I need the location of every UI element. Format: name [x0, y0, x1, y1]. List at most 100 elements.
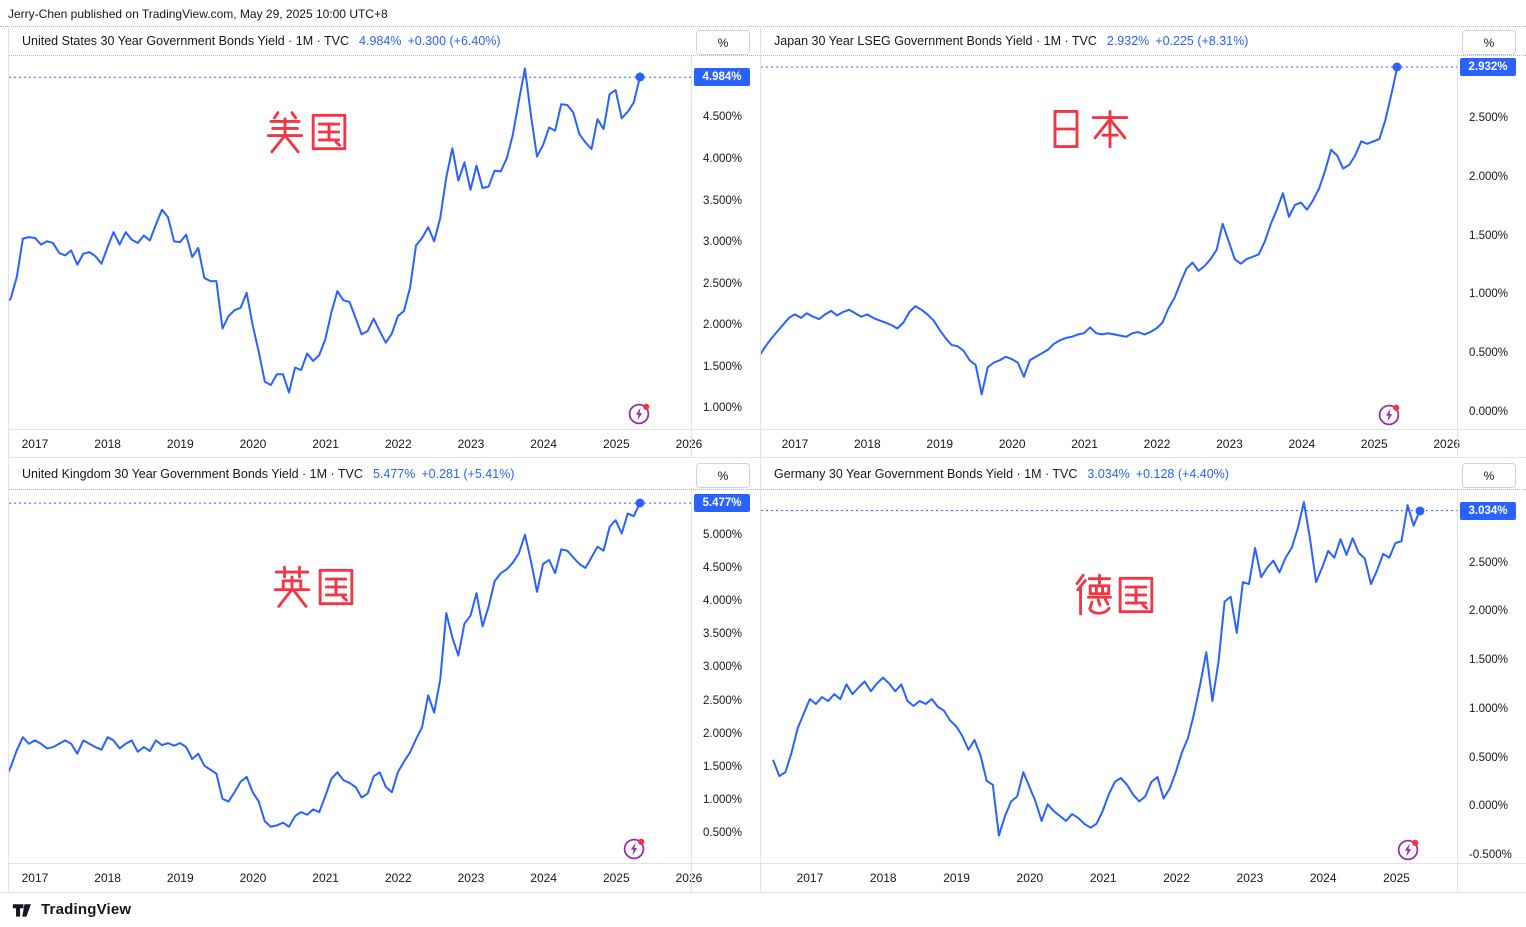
- plot-area[interactable]: 美国: [9, 56, 691, 429]
- x-axis-label: 2022: [1163, 871, 1190, 885]
- y-axis-label: 2.000%: [1469, 605, 1509, 618]
- y-axis-label: 1.000%: [703, 402, 743, 415]
- time-axis[interactable]: 2017 2018 2019 2020 2021 2022 2023 2024 2025 2026: [9, 863, 760, 892]
- price-scale[interactable]: 3.034% 2.500% 2.000% 1.500% 1.000% 0.500% 0.0…: [1457, 490, 1526, 863]
- notification-red-dot: [1412, 839, 1419, 846]
- y-axis-label: -0.500%: [1469, 849, 1512, 861]
- lightning-icon[interactable]: [627, 402, 651, 426]
- x-axis-label: 2021: [312, 437, 339, 451]
- y-axis-label: 1.500%: [1469, 654, 1509, 667]
- x-axis-label: 2023: [457, 437, 485, 451]
- y-axis-label: 4.500%: [703, 561, 743, 574]
- chart-body: 德国 3.034% 2.500% 2.000% 1.500% 1.000% 0.500%…: [761, 489, 1526, 863]
- price-badge: 2.932%: [1460, 58, 1516, 77]
- price-badge: 4.984%: [694, 68, 750, 87]
- x-axis-label: 2026: [1433, 437, 1461, 451]
- plot-area[interactable]: 英国: [9, 490, 691, 863]
- yield-line: [9, 68, 640, 392]
- chart-last-value: 2.932%: [1106, 34, 1150, 48]
- publish-line: Jerry-Chen published on TradingView.com,…: [8, 7, 388, 21]
- x-axis-label: 2023: [457, 871, 485, 885]
- time-axis[interactable]: 2017 2018 2019 2020 2021 2022 2023 2024 2025 2026: [761, 429, 1526, 457]
- chart-header: Germany 30 Year Government Bonds Yield ·…: [761, 458, 1526, 489]
- x-axis-label: 2024: [1309, 871, 1337, 885]
- country-overlay-label: 日本: [1044, 107, 1132, 151]
- y-axis-label: 1.500%: [1469, 229, 1509, 242]
- y-axis-label: 3.500%: [703, 194, 743, 207]
- time-axis-labels: 2017 2018 2019 2020 2021 2022 2023 2024 2025 2026: [9, 864, 703, 892]
- chart-change: +0.128 (+4.40%): [1135, 466, 1229, 481]
- brand-name[interactable]: TradingView: [41, 901, 132, 918]
- y-axis-label: 1.500%: [703, 760, 743, 773]
- lightning-icon[interactable]: [1396, 838, 1420, 862]
- y-axis-label: 4.000%: [703, 595, 743, 608]
- country-overlay-label: 英国: [270, 565, 358, 609]
- chart-body: 日本 2.932% 2.500% 2.000% 1.500% 1.000% 0.500%…: [761, 55, 1526, 429]
- plot-area[interactable]: 德国: [761, 490, 1457, 863]
- x-axis-label: 2024: [530, 437, 557, 451]
- x-axis-label: 2019: [926, 437, 954, 451]
- y-axis-label: 1.000%: [703, 794, 743, 807]
- axis-corner: [691, 430, 760, 457]
- x-axis-label: 2019: [943, 871, 970, 885]
- percent-scale-button[interactable]: %: [696, 463, 750, 488]
- chart-title: Japan 30 Year LSEG Government Bonds Yiel…: [774, 34, 1097, 48]
- x-axis-label: 2020: [239, 437, 267, 451]
- price-scale[interactable]: 2.932% 2.500% 2.000% 1.500% 1.000% 0.500% 0.0…: [1457, 56, 1526, 429]
- country-overlay-label: 美国: [263, 110, 351, 154]
- x-axis-label: 2020: [1016, 871, 1044, 885]
- y-axis-label: 0.000%: [1469, 800, 1509, 813]
- chart-panel: United Kingdom 30 Year Government Bonds …: [9, 457, 760, 892]
- x-axis-label: 2021: [1089, 871, 1117, 885]
- time-axis[interactable]: 2017 2018 2019 2020 2021 2022 2023 2024 2025 2026: [9, 429, 760, 457]
- x-axis-label: 2022: [384, 871, 412, 885]
- percent-scale-button[interactable]: %: [696, 30, 750, 55]
- tradingview-logo-icon[interactable]: [12, 901, 34, 919]
- chart-grid: United States 30 Year Government Bonds Y…: [8, 27, 1526, 892]
- axis-corner: [691, 864, 760, 892]
- x-axis-label: 2020: [239, 871, 267, 885]
- x-axis-label: 2018: [94, 871, 121, 885]
- time-axis[interactable]: 2017 2018 2019 2020 2021 2022 2023 2024 2025: [761, 863, 1526, 892]
- x-axis-label: 2020: [998, 437, 1026, 451]
- notification-red-dot: [1393, 404, 1400, 412]
- x-axis-label: 2025: [1360, 437, 1388, 451]
- last-price-dot: [635, 498, 645, 508]
- chart-last-value: 5.477%: [372, 466, 416, 481]
- percent-scale-button[interactable]: %: [1462, 30, 1516, 55]
- price-scale[interactable]: 5.477% 5.000% 4.500% 4.000% 3.500% 3.000% 2.5…: [691, 490, 760, 863]
- country-label-glyphs: [273, 565, 354, 608]
- x-axis-label: 2017: [796, 871, 824, 885]
- y-axis-label: 4.000%: [703, 153, 743, 166]
- x-axis-label: 2022: [384, 437, 412, 451]
- y-axis-label: 1.000%: [1469, 288, 1509, 301]
- x-axis-label: 2018: [854, 437, 881, 451]
- chart-last-value: 4.984%: [359, 34, 402, 48]
- last-price-dot: [1392, 62, 1402, 72]
- x-axis-label: 2021: [312, 871, 339, 885]
- yield-line-chart: [761, 490, 1457, 863]
- y-axis-label: 3.000%: [703, 236, 743, 249]
- chart-panel: Germany 30 Year Government Bonds Yield ·…: [760, 457, 1526, 892]
- x-axis-label: 2023: [1216, 437, 1243, 451]
- percent-scale-button[interactable]: %: [1462, 463, 1516, 488]
- x-axis-label: 2022: [1143, 437, 1171, 451]
- x-axis-label: 2026: [675, 437, 703, 451]
- y-axis-label: 0.500%: [1469, 751, 1509, 764]
- y-axis-label: 0.000%: [1469, 406, 1509, 419]
- x-axis-label: 2018: [869, 871, 897, 885]
- plot-area[interactable]: 日本: [761, 56, 1457, 429]
- y-axis-label: 3.000%: [703, 661, 743, 674]
- x-axis-label: 2019: [166, 437, 194, 451]
- yield-line-chart: [9, 490, 691, 863]
- price-scale[interactable]: 4.984% 4.500% 4.000% 3.500% 3.000% 2.500% 2.0…: [691, 56, 760, 429]
- chart-header: United States 30 Year Government Bonds Y…: [9, 27, 760, 55]
- lightning-icon[interactable]: [1377, 403, 1401, 427]
- last-price-dot: [1415, 506, 1425, 516]
- chart-change: +0.300 (+6.40%): [407, 34, 501, 48]
- chart-panel: United States 30 Year Government Bonds Y…: [9, 27, 760, 457]
- lightning-icon[interactable]: [622, 837, 646, 861]
- notification-red-dot: [638, 838, 645, 846]
- page-footer: TradingView: [0, 892, 1526, 926]
- country-overlay-label: 德国: [1070, 573, 1158, 617]
